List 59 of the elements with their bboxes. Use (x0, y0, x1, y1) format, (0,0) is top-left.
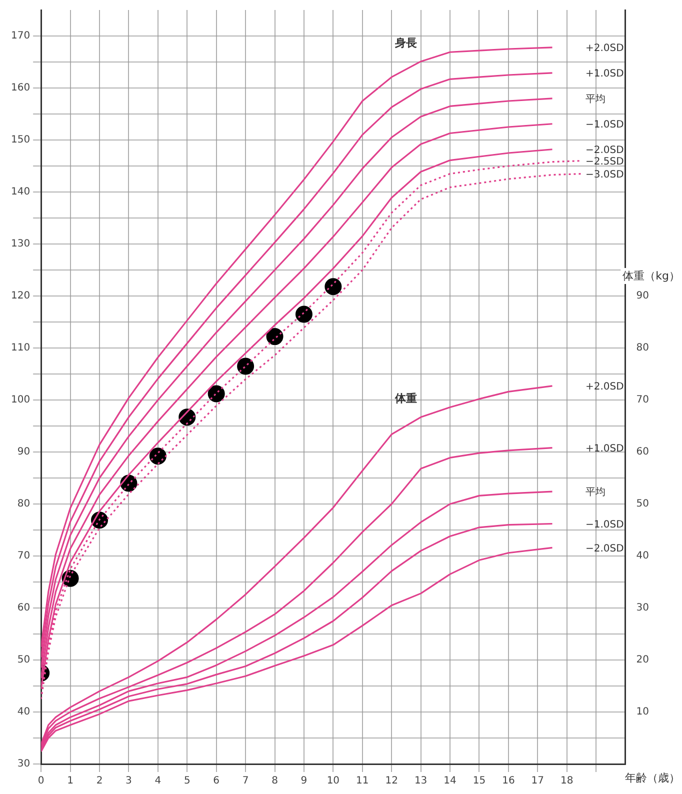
y2-tick-label: 20 (636, 654, 650, 666)
y2-tick-label: 60 (636, 446, 650, 458)
x-tick-label: 10 (326, 776, 340, 787)
y-tick-label: 70 (17, 550, 30, 562)
x-tick-label: 17 (531, 776, 544, 787)
y2-tick-label: 90 (636, 290, 650, 302)
y2-tick-label: 70 (636, 394, 650, 406)
x-tick-label: 7 (242, 776, 249, 787)
x-tick-label: 2 (96, 776, 103, 787)
series-label: −2.5SD (585, 156, 624, 168)
series-label: −3.0SD (585, 169, 624, 180)
text: +1.0SD (585, 443, 624, 454)
y2-tick-label: 10 (636, 706, 650, 718)
y-tick-label: 60 (17, 602, 30, 614)
text: −2.0SD (585, 543, 624, 554)
annotation: 体重 (394, 392, 418, 406)
text: +2.0SD (585, 382, 624, 393)
y2-tick-label: 30 (636, 602, 650, 614)
y2-tick-label: 40 (636, 550, 650, 562)
text: −1.0SD (585, 519, 624, 530)
x-axis-title: 年齢（歳） (625, 771, 680, 784)
x-tick-label: 8 (272, 776, 278, 787)
y-tick-label: 50 (17, 654, 30, 666)
x-tick-label: 5 (184, 776, 190, 787)
x-tick-label: 3 (126, 776, 132, 787)
y2-tick-label: 50 (636, 498, 650, 510)
x-tick-label: 18 (560, 776, 574, 787)
x-tick-label: 4 (154, 776, 162, 787)
y-tick-label: 100 (10, 394, 30, 406)
text: +1.0SD (585, 68, 624, 80)
y-tick-label: 170 (10, 30, 30, 42)
x-tick-label: 1 (67, 776, 74, 787)
x-tick-label: 16 (502, 776, 515, 787)
x-tick-label: 13 (414, 776, 428, 787)
y-tick-label: 160 (10, 82, 30, 94)
y-tick-label: 40 (17, 706, 30, 718)
x-tick-label: 6 (213, 776, 220, 787)
x-tick-label: 15 (472, 776, 486, 787)
y-tick-label: 140 (10, 186, 30, 198)
y-tick-label: 120 (10, 290, 30, 302)
text: +2.0SD (585, 43, 624, 54)
x-tick-label: 9 (300, 776, 308, 787)
text: −2.0SD (585, 144, 624, 156)
y-tick-label: 90 (17, 446, 30, 458)
y-tick-label: 130 (10, 238, 30, 250)
x-tick-label: 14 (444, 776, 456, 787)
y-tick-label: 80 (17, 498, 30, 510)
x-tick-label: 12 (385, 776, 398, 787)
y-tick-label: 150 (10, 134, 30, 146)
text: 平均 (585, 486, 606, 498)
x-tick-label: 0 (38, 776, 44, 787)
text: 平均 (585, 92, 606, 105)
annotation: 身長 (394, 36, 418, 50)
y-tick-label: 30 (17, 758, 30, 770)
x-tick-label: 11 (356, 776, 369, 787)
y2-tick-label: 80 (636, 342, 650, 354)
y2-axis-title: 体重（kg） (622, 269, 680, 282)
text: −1.0SD (585, 119, 624, 130)
y-tick-label: 110 (10, 342, 30, 354)
